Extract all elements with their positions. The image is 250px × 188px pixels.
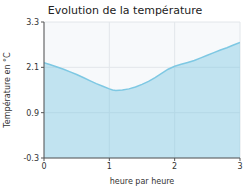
y-tick bbox=[41, 22, 44, 23]
x-tick-label: 3 bbox=[237, 162, 242, 171]
y-tick-label: 2.1 bbox=[26, 63, 39, 72]
x-axis-label: heure par heure bbox=[110, 177, 175, 186]
x-axis-line bbox=[44, 158, 240, 159]
y-tick bbox=[41, 67, 44, 68]
x-tick-label: 2 bbox=[172, 162, 177, 171]
y-tick-label: -0.3 bbox=[23, 154, 39, 163]
x-tick-label: 0 bbox=[41, 162, 46, 171]
x-tick bbox=[174, 158, 175, 161]
x-tick bbox=[240, 158, 241, 161]
line bbox=[44, 42, 240, 90]
axes: 0 1 2 3 -0.3 0.9 2.1 3.3 bbox=[23, 18, 242, 171]
grid-line-y bbox=[44, 22, 240, 23]
grid bbox=[44, 22, 240, 158]
plot-background bbox=[44, 22, 240, 158]
y-axis-line bbox=[44, 22, 45, 158]
y-tick-label: 3.3 bbox=[26, 18, 39, 27]
y-tick-label: 0.9 bbox=[26, 109, 39, 118]
chart-svg: 0 1 2 3 -0.3 0.9 2.1 3.3 Evolution de la tempéra… bbox=[0, 0, 250, 188]
x-tick-label: 1 bbox=[107, 162, 112, 171]
y-tick bbox=[41, 158, 44, 159]
y-axis-label: Température en °C bbox=[2, 52, 12, 129]
chart-title: Evolution de la température bbox=[48, 4, 203, 17]
grid-line-y bbox=[44, 158, 240, 159]
grid-line-x bbox=[44, 22, 45, 158]
x-tick bbox=[109, 158, 110, 161]
y-tick bbox=[41, 112, 44, 113]
data-group bbox=[44, 42, 240, 158]
chart-container: 0 1 2 3 -0.3 0.9 2.1 3.3 Evolution de la tempéra… bbox=[0, 0, 250, 188]
area bbox=[44, 42, 240, 158]
